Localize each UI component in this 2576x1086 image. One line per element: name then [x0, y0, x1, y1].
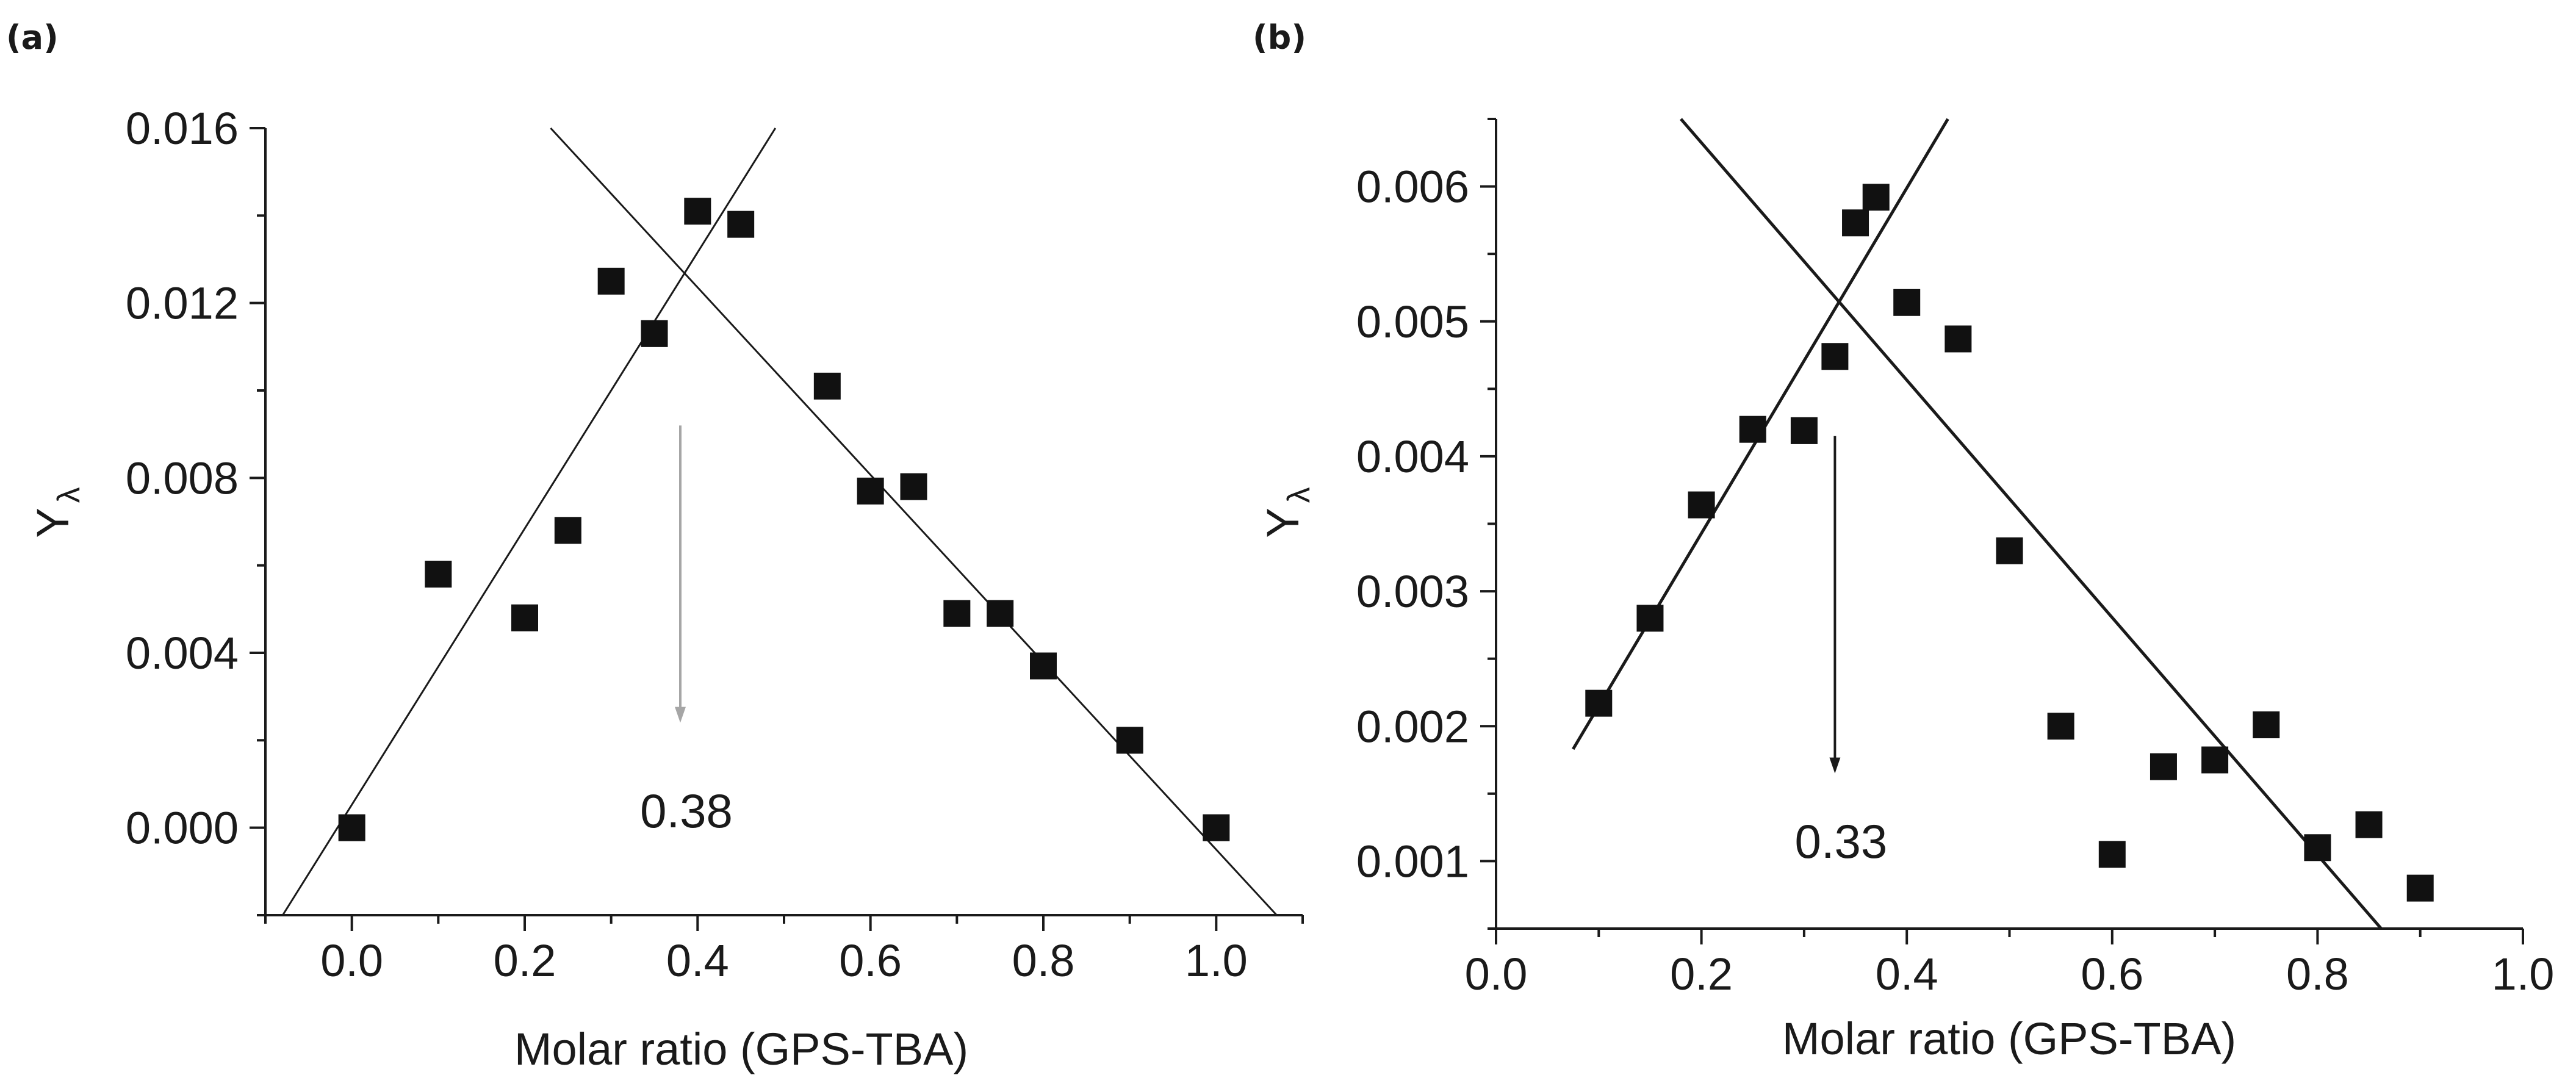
x-tick-label-a: 0.6: [839, 935, 902, 986]
y-tick-label-b: 0.001: [1356, 836, 1469, 886]
fit-lines-b: [1572, 118, 2383, 930]
x-tick-label-a: 0.4: [666, 935, 729, 986]
panel-label-b: (b): [1253, 18, 1306, 57]
annotation-b: 0.33: [1794, 436, 1887, 868]
data-point-a: [1203, 814, 1230, 841]
data-point-a: [554, 517, 581, 544]
chart-panel-a: (a) Yλ Molar ratio (GPS-TBA) 0.0 0.2 0.4 0.…: [6, 18, 1304, 1074]
data-point-b: [1842, 209, 1869, 237]
axes-b: [1495, 119, 2523, 930]
x-tick-label-b: 0.8: [2286, 949, 2349, 999]
x-tick-label-a: 0.8: [1012, 935, 1075, 986]
data-point-b: [2150, 753, 2177, 780]
data-point-b: [1862, 184, 1890, 211]
data-point-b: [1945, 325, 1972, 353]
x-tick-label-a: 0.0: [320, 935, 383, 986]
x-tick-label-b: 0.6: [2081, 949, 2143, 999]
fit-line-falling-a: [550, 127, 1278, 916]
fit-lines-a: [282, 127, 1278, 916]
y-tick-label-a: 0.016: [126, 103, 239, 154]
y-ticks-a: 0.000 0.004 0.008 0.012 0.016: [126, 103, 265, 916]
y-tick-label-b: 0.003: [1356, 566, 1469, 617]
axes-a: [264, 128, 1303, 916]
data-point-b: [1821, 343, 1849, 370]
data-point-a: [813, 372, 841, 400]
x-axis-title-a: Molar ratio (GPS-TBA): [514, 1024, 968, 1074]
data-point-b: [2047, 713, 2074, 740]
annotation-label-a: 0.38: [640, 784, 733, 838]
y-tick-label-a: 0.012: [126, 278, 239, 329]
x-ticks-a: 0.0 0.2 0.4 0.6 0.8 1.0: [264, 915, 1304, 986]
x-tick-label-a: 0.2: [494, 935, 556, 986]
data-point-a: [511, 604, 538, 631]
y-tick-label-b: 0.005: [1356, 297, 1469, 347]
data-point-b: [2406, 874, 2434, 902]
y-ticks-b: 0.001 0.002 0.003 0.004 0.005 0.006: [1356, 118, 1496, 930]
data-point-a: [857, 477, 884, 505]
data-point-b: [1790, 417, 1818, 444]
fit-line-rising-a: [282, 128, 777, 916]
data-point-b: [1739, 415, 1766, 443]
data-point-a: [1030, 652, 1057, 680]
data-point-b: [1893, 289, 1921, 316]
data-point-b: [1688, 491, 1715, 519]
data-point-a: [641, 320, 668, 347]
y-tick-label-a: 0.004: [126, 628, 239, 678]
data-point-b: [1636, 605, 1664, 632]
x-tick-label-b: 0.4: [1876, 949, 1938, 999]
x-tick-label-a: 1.0: [1185, 935, 1248, 986]
annotation-arrowhead-b: [1829, 757, 1841, 774]
y-tick-label-a: 0.008: [126, 453, 239, 503]
data-point-b: [1996, 537, 2023, 564]
data-point-a: [1116, 727, 1143, 754]
data-point-a: [338, 814, 365, 841]
data-point-b: [2355, 811, 2383, 838]
annotation-arrowhead-a: [675, 707, 686, 723]
y-tick-label-a: 0.000: [126, 803, 239, 854]
y-tick-label-b: 0.004: [1356, 431, 1469, 482]
data-point-b: [2253, 711, 2280, 739]
annotation-a: 0.38: [640, 425, 733, 838]
x-tick-label-b: 0.0: [1465, 949, 1528, 999]
data-point-a: [900, 473, 927, 500]
x-tick-label-b: 1.0: [2492, 949, 2555, 999]
data-point-b: [2098, 841, 2126, 868]
data-points-a: [338, 198, 1230, 841]
data-point-b: [1585, 689, 1613, 717]
data-point-b: [2201, 746, 2229, 774]
y-tick-label-b: 0.002: [1356, 701, 1469, 752]
x-ticks-b: 0.0 0.2 0.4 0.6 0.8 1.0: [1465, 929, 2555, 999]
y-axis-title-b: Yλ: [1257, 487, 1317, 538]
x-tick-label-b: 0.2: [1670, 949, 1733, 999]
data-point-a: [684, 198, 711, 225]
annotation-label-b: 0.33: [1794, 814, 1887, 868]
y-tick-label-b: 0.006: [1356, 162, 1469, 212]
chart-panel-b: (b) Yλ Molar ratio (GPS-TBA) 0.0 0.2 0.4 0.…: [1253, 18, 2554, 1064]
data-point-a: [597, 267, 625, 295]
data-point-a: [425, 561, 452, 588]
y-axis-title-a: Yλ: [27, 487, 87, 538]
panel-label-a: (a): [6, 18, 59, 57]
fit-line-falling-b: [1680, 118, 2383, 930]
data-point-a: [727, 210, 755, 238]
data-points-b: [1585, 184, 2434, 902]
data-point-a: [987, 600, 1014, 627]
data-point-b: [2304, 834, 2331, 861]
x-axis-title-b: Molar ratio (GPS-TBA): [1782, 1013, 2236, 1064]
data-point-a: [943, 600, 971, 627]
